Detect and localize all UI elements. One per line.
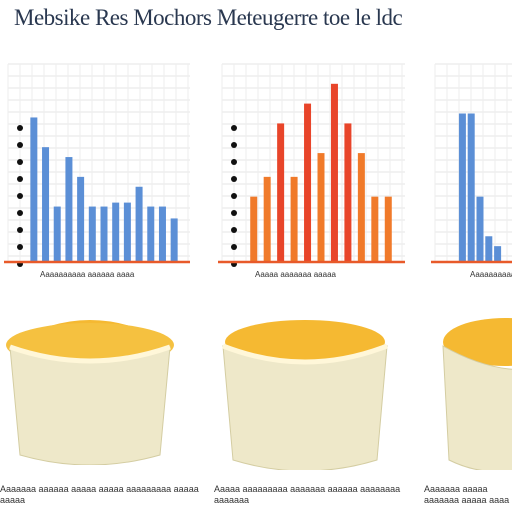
chart-right (415, 44, 512, 284)
bar-2 (263, 176, 271, 262)
caption-middle: Aaaaa aaaaaaaaa aaaaaaa aaaaaa aaaaaaaa … (214, 484, 401, 505)
bar-4 (290, 176, 298, 262)
y-axis-dot (17, 227, 23, 233)
bar-4 (485, 236, 493, 262)
chart-svg-0 (4, 63, 190, 267)
mac-and-cheese-bowl-left (0, 305, 180, 470)
y-axis-dot (231, 227, 237, 233)
y-axis-dot (231, 176, 237, 182)
y-axis-dot (231, 193, 237, 199)
bar-9 (123, 202, 131, 262)
bar-9 (357, 153, 365, 262)
chart-middle-xlabel: Aaaaa aaaaaaa aaaaa (255, 270, 336, 279)
y-axis-dot (17, 193, 23, 199)
bar-12 (158, 206, 166, 262)
bar-11 (384, 196, 392, 262)
y-axis-dot (17, 176, 23, 182)
bar-1 (458, 113, 466, 262)
y-axis-dot (17, 142, 23, 148)
chart-middle (200, 44, 415, 284)
bar-5 (494, 246, 502, 262)
bar-3 (53, 206, 61, 262)
y-axis-dot (231, 159, 237, 165)
y-axis-dot (17, 125, 23, 131)
chart-svg-1 (218, 63, 405, 267)
mac-and-cheese-bowl-right (435, 310, 512, 475)
bar-7 (100, 206, 108, 262)
y-axis-dot (231, 210, 237, 216)
y-axis-dot (231, 125, 237, 131)
y-axis-dot (231, 142, 237, 148)
y-axis-dot (17, 244, 23, 250)
bar-2 (467, 113, 475, 262)
bar-1 (30, 117, 38, 263)
bar-6 (88, 206, 96, 262)
caption-right: Aaaaaaa aaaaa aaaaaaa aaaaa aaaa (424, 484, 510, 505)
bar-10 (135, 186, 143, 262)
bar-3 (277, 123, 285, 263)
mac-and-cheese-bowl-middle (215, 310, 395, 475)
bar-11 (147, 206, 155, 262)
caption-left: Aaaaaaa aaaaaa aaaaa aaaaa aaaaaaaaa aaa… (0, 484, 199, 505)
chart-left (0, 44, 200, 284)
bar-8 (112, 202, 120, 262)
bar-8 (344, 123, 352, 263)
y-axis-dot (17, 210, 23, 216)
bar-5 (77, 176, 85, 262)
bar-3 (476, 196, 484, 262)
bar-6 (317, 153, 325, 262)
page-title: Mebsike Res Mochors Meteugerre toe le ld… (14, 5, 403, 30)
bar-2 (42, 147, 50, 262)
bar-1 (250, 196, 258, 262)
bar-4 (65, 157, 73, 262)
chart-right-xlabel: Aaaaaaaaaa (470, 270, 512, 279)
chart-svg-2 (431, 63, 512, 264)
y-axis-dot (17, 159, 23, 165)
bar-7 (330, 83, 338, 262)
bar-13 (170, 218, 178, 262)
bar-5 (304, 103, 312, 262)
bar-10 (371, 196, 379, 262)
y-axis-dot (231, 244, 237, 250)
chart-left-xlabel: Aaaaaaaaaa aaaaaa aaaa (40, 270, 135, 279)
